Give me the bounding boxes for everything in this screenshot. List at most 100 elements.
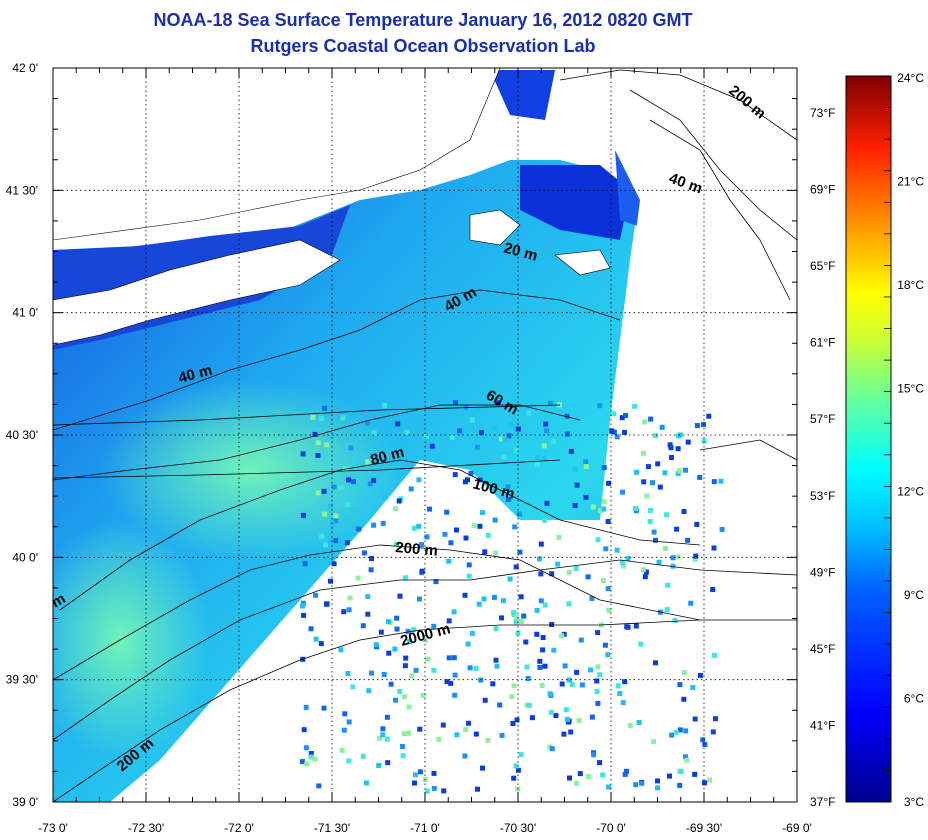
- sst-pixel: [511, 775, 517, 781]
- colorbar-label: 21°C: [897, 174, 924, 188]
- sst-pixel: [673, 729, 679, 735]
- sst-pixel: [621, 563, 627, 569]
- sst-pixel: [549, 746, 555, 752]
- sst-pixel: [541, 443, 547, 449]
- sst-pixel: [595, 537, 601, 543]
- sst-pixel: [669, 732, 675, 738]
- sst-pixel: [614, 434, 620, 440]
- sst-pixel: [707, 777, 712, 783]
- sst-pixel: [555, 561, 561, 567]
- sst-pixel: [448, 540, 454, 546]
- sst-pixel: [537, 665, 543, 670]
- sst-pixel: [427, 506, 432, 512]
- sst-pixel: [446, 655, 452, 661]
- sst-pixel: [371, 477, 377, 483]
- sst-pixel: [457, 428, 462, 434]
- sst-pixel: [412, 780, 417, 786]
- sst-pixel: [512, 524, 518, 530]
- sst-pixel: [340, 415, 346, 421]
- sst-pixel: [710, 729, 716, 735]
- sst-pixel: [324, 442, 330, 448]
- sst-pixel: [367, 481, 373, 487]
- sst-pixel: [693, 553, 699, 559]
- marthas-vineyard-island: [469, 209, 521, 246]
- sst-pixel: [576, 718, 582, 724]
- sst-pixel: [368, 567, 374, 573]
- sst-pixel: [636, 720, 642, 725]
- sst-pixel: [566, 569, 572, 575]
- sst-pixel: [685, 537, 691, 543]
- sst-pixel: [394, 626, 400, 632]
- sst-pixel: [539, 683, 545, 688]
- sst-pixel: [499, 732, 505, 738]
- sst-pixel: [365, 611, 371, 617]
- sst-pixel: [371, 522, 377, 528]
- sst-pixel: [526, 410, 532, 416]
- sst-pixel: [462, 753, 468, 759]
- sst-pixel: [694, 521, 700, 527]
- sst-pixel: [371, 430, 377, 436]
- sst-pixel: [424, 788, 430, 794]
- colorbar-label: 6°C: [904, 692, 924, 706]
- sst-pixel: [365, 459, 371, 465]
- sst-pixel: [502, 437, 508, 443]
- sst-pixel: [363, 780, 369, 786]
- fahrenheit-tick-label: 65°F: [810, 259, 835, 273]
- sst-pixel: [413, 772, 418, 778]
- sst-pixel: [562, 663, 568, 669]
- sst-pixel: [645, 464, 651, 470]
- sst-pixel: [366, 688, 372, 694]
- sst-pixel: [620, 560, 625, 566]
- colorbar-ticks: [884, 75, 891, 803]
- sst-pixel: [634, 469, 639, 475]
- sst-pixel: [499, 615, 504, 621]
- lon-tick-label: -70 30': [500, 821, 536, 835]
- sst-pixel: [406, 704, 412, 710]
- sst-pixel: [526, 702, 532, 708]
- colorbar-label: 24°C: [897, 71, 924, 85]
- sst-pixel: [386, 650, 392, 656]
- sst-pixel: [442, 531, 448, 537]
- sst-pixel: [494, 663, 500, 669]
- sst-pixel: [338, 485, 344, 490]
- sst-pixel: [538, 598, 544, 604]
- sst-pixel: [577, 771, 583, 777]
- sst-pixel: [409, 673, 415, 679]
- sst-pixel: [361, 550, 367, 556]
- lat-tick-label: 42 0': [12, 61, 38, 75]
- sst-pixel: [638, 641, 644, 647]
- sst-pixel: [566, 601, 572, 607]
- sst-pixel: [331, 484, 337, 490]
- sst-pixel: [400, 744, 405, 749]
- sst-pixel: [462, 592, 468, 598]
- sst-pixel: [451, 609, 457, 615]
- sst-pixel: [659, 424, 665, 430]
- sst-pixel: [718, 478, 724, 484]
- sst-pixel: [620, 489, 625, 495]
- sst-pixel: [598, 508, 604, 514]
- sst-pixel: [482, 697, 488, 703]
- sst-pixel: [667, 442, 673, 448]
- sst-pixel: [419, 542, 425, 548]
- sst-pixel: [567, 775, 572, 781]
- sst-pixel: [319, 416, 324, 421]
- sst-pixel: [609, 428, 615, 434]
- sst-pixel: [640, 567, 646, 573]
- sst-pixel: [574, 780, 580, 786]
- sst-pixel: [647, 518, 653, 524]
- sst-pixel: [601, 498, 607, 504]
- sst-pixel: [493, 657, 499, 663]
- sst-pixel: [490, 681, 496, 687]
- sst-pixel: [625, 624, 631, 630]
- sst-pixel: [694, 423, 700, 428]
- sst-pixel: [315, 440, 321, 446]
- sst-pixel: [465, 641, 471, 647]
- sst-pixel: [662, 546, 668, 551]
- latitude-labels: 42 0' 41 30' 41 0' 40 30' 40 0' 39 30' 3…: [6, 61, 38, 809]
- sst-pixel: [369, 556, 374, 562]
- sst-pixel: [639, 780, 645, 786]
- sst-pixel: [497, 702, 503, 708]
- map-title: NOAA-18 Sea Surface Temperature January …: [154, 10, 693, 30]
- sst-pixel: [537, 556, 542, 562]
- sst-pixel: [401, 694, 407, 700]
